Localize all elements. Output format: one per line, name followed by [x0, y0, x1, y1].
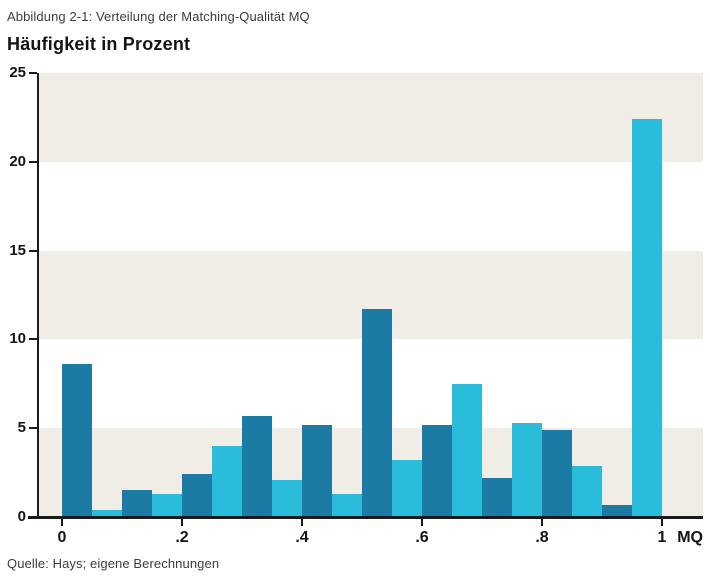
x-tick-label: .4: [295, 529, 309, 546]
x-tick: [61, 519, 63, 526]
histogram-bar: [152, 493, 182, 517]
chart-title: Häufigkeit in Prozent: [7, 34, 191, 54]
histogram-bar: [392, 460, 422, 517]
x-tick-label: .6: [415, 529, 429, 546]
histogram-bar: [332, 493, 362, 517]
histogram-bar: [212, 445, 242, 517]
histogram-bar: [512, 422, 542, 517]
histogram-bar: [272, 479, 302, 517]
histogram-bar: [182, 474, 212, 517]
histogram-bar: [602, 504, 632, 517]
histogram-bar: [92, 509, 122, 517]
background-band: [37, 73, 703, 162]
histogram-bar: [482, 477, 512, 517]
y-axis-line: [37, 73, 39, 517]
plot-area: [28, 73, 703, 519]
histogram-bar: [62, 364, 92, 517]
y-tick-label: 5: [17, 419, 26, 437]
histogram-bar: [242, 415, 272, 517]
source-note: Quelle: Hays; eigene Berechnungen: [7, 556, 220, 571]
histogram-bar: [632, 119, 662, 517]
y-tick: [29, 249, 37, 252]
histogram-bar: [422, 424, 452, 517]
histogram-bar: [362, 309, 392, 517]
histogram-bar: [542, 429, 572, 517]
y-tick: [29, 338, 37, 341]
x-tick-label: .2: [175, 529, 189, 546]
y-tick-label: 25: [9, 64, 26, 81]
y-tick: [29, 160, 37, 163]
histogram-bar: [572, 465, 602, 517]
y-tick-label: 10: [9, 330, 26, 348]
x-axis-unit-label: MQ: [677, 529, 703, 546]
x-axis-line: [28, 516, 703, 519]
x-tick-label: .8: [535, 529, 549, 546]
x-tick: [301, 519, 303, 526]
histogram-bar: [122, 490, 152, 517]
x-tick: [661, 519, 663, 526]
y-tick: [29, 427, 37, 430]
x-axis: MQ 0 .2 .4 .6 .8 1: [37, 518, 710, 552]
x-tick-label: 0: [57, 529, 67, 546]
histogram-bar: [452, 383, 482, 517]
x-tick: [181, 519, 183, 526]
y-axis: 0 5 10 15 20 25: [0, 64, 37, 525]
histogram-bar: [302, 424, 332, 517]
x-tick-label: 1: [657, 529, 667, 546]
figure-caption: Abbildung 2-1: Verteilung der Matching-Q…: [7, 9, 310, 24]
x-tick: [421, 519, 423, 526]
x-tick: [541, 519, 543, 526]
y-tick-label: 15: [9, 241, 26, 259]
y-tick-label: 0: [17, 508, 26, 525]
y-tick-label: 20: [9, 152, 26, 170]
y-tick: [29, 72, 37, 74]
